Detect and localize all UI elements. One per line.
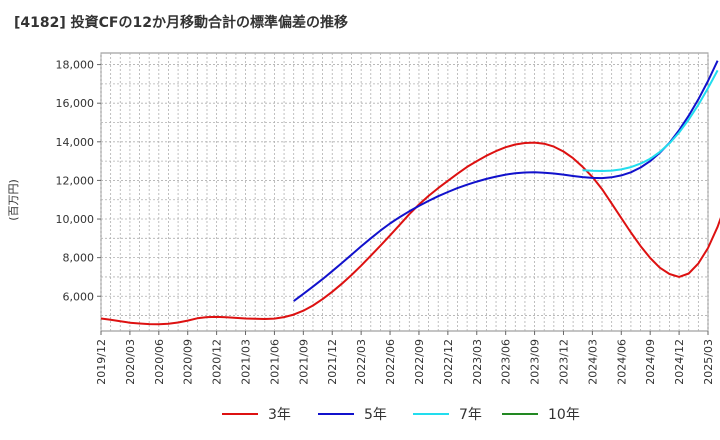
- y-tick-label: 6,000: [63, 290, 95, 303]
- x-tick-label: 2024/03: [586, 339, 599, 385]
- x-tick-label: 2021/12: [326, 339, 339, 385]
- x-tick-label: 2023/12: [557, 339, 570, 385]
- y-tick-label: 14,000: [56, 136, 95, 149]
- x-tick-label: 2019/12: [95, 339, 108, 385]
- chart-svg: 2019/12 2020/03 2020/06 2020/09 2020/12 2021/…: [7, 52, 720, 385]
- legend-item: 10年: [502, 402, 580, 426]
- plot-area: [100, 52, 709, 332]
- x-tick-label: 2021/09: [297, 339, 310, 385]
- y-tick-label: 12,000: [56, 174, 95, 187]
- x-tick-label: 2023/09: [529, 339, 542, 385]
- legend-swatch: [222, 413, 258, 415]
- y-tick-label: 8,000: [63, 252, 95, 265]
- series-line-7年: [582, 69, 719, 172]
- grid-layer: [100, 52, 709, 332]
- x-tick-label: 2024/09: [644, 339, 657, 385]
- x-tick-label: 2022/12: [442, 339, 455, 385]
- y-tick-label: 18,000: [56, 59, 95, 72]
- x-tick-label: 2022/03: [355, 339, 368, 385]
- chart-title: [4182] 投資CFの12か月移動合計の標準偏差の推移: [14, 15, 348, 31]
- x-tick-label: 2020/09: [182, 339, 195, 385]
- x-tick-label: 2025/03: [702, 339, 715, 385]
- legend-label: 5年: [364, 407, 387, 423]
- x-tick-label: 2021/03: [240, 339, 253, 385]
- x-tick-label: 2023/03: [471, 339, 484, 385]
- y-tick-label: 10,000: [56, 213, 95, 226]
- legend-label: 7年: [459, 407, 482, 423]
- series-line-5年: [293, 60, 719, 302]
- legend-item: 5年: [318, 402, 387, 426]
- series-layer: [100, 60, 720, 326]
- x-tick-label: 2024/06: [615, 339, 628, 385]
- legend-swatch: [413, 413, 449, 415]
- x-tick-label: 2020/06: [153, 339, 166, 385]
- x-tick-label: 2022/09: [413, 339, 426, 385]
- legend-item: 7年: [413, 402, 482, 426]
- x-tick-label: 2021/06: [268, 339, 281, 385]
- x-tick-label: 2023/06: [500, 339, 513, 385]
- x-tick-label: 2024/12: [673, 339, 686, 385]
- x-tick-label: 2022/06: [384, 339, 397, 385]
- series-line-3年: [100, 141, 720, 326]
- legend: 3年 5年 7年 10年: [0, 402, 720, 426]
- legend-item: 3年: [222, 402, 291, 426]
- x-tick-label: 2020/12: [211, 339, 224, 385]
- legend-swatch: [318, 413, 354, 415]
- legend-swatch: [502, 413, 538, 415]
- legend-label: 10年: [548, 407, 580, 423]
- y-tick-label: 16,000: [56, 97, 95, 110]
- y-axis-label: (百万円): [7, 179, 20, 221]
- x-tick-label: 2020/03: [124, 339, 137, 385]
- axis-layer: 2019/12 2020/03 2020/06 2020/09 2020/12 2021/…: [56, 59, 716, 385]
- legend-label: 3年: [268, 407, 291, 423]
